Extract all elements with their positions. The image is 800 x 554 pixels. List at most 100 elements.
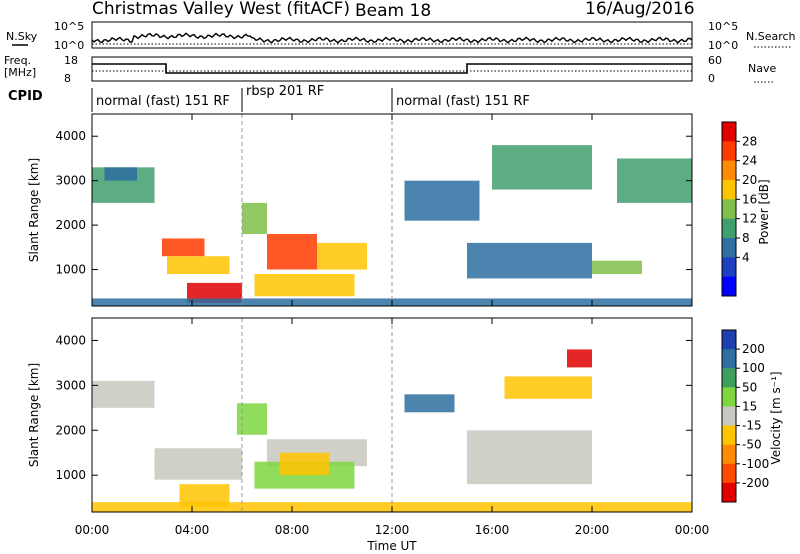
power-cbar-swatch-0 [722, 122, 736, 142]
power-y-tick-label-3: 1000 [55, 263, 86, 277]
velocity-cbar-swatch-1 [722, 349, 736, 369]
power-y-tick-label-1: 3000 [55, 174, 86, 188]
velocity-cbar-swatch-0 [722, 330, 736, 350]
power-cbar-tick-label-0: 28 [742, 134, 757, 148]
velocity-region-7 [404, 394, 455, 413]
power-y-axis-label: Slant Range [km] [27, 158, 41, 262]
velocity-cbar-tick-label-3: 15 [742, 399, 757, 413]
cpid-segment-3: normal (fast) 151 RF [396, 94, 530, 109]
power-region-1 [104, 167, 137, 181]
velocity-cbar-tick-label-7: -200 [742, 476, 769, 490]
power-region-6 [267, 234, 317, 270]
freq-label: Freq. [4, 54, 31, 67]
velocity-cbar-tick-label-1: 100 [742, 361, 765, 375]
power-cbar-tick-label-5: 8 [742, 231, 750, 245]
nsky-panel [91, 21, 693, 49]
power-colorbar-label: Power [dB] [757, 179, 771, 244]
power-y-axis: 4000 3000 2000 1000 [55, 129, 692, 277]
velocity-cbar-tick-label-2: 50 [742, 380, 757, 394]
velocity-region-8 [467, 430, 592, 485]
velocity-y-tick-label-3: 1000 [55, 468, 86, 482]
power-cbar-swatch-5 [722, 218, 736, 239]
date-label: 16/Aug/2016 [585, 0, 695, 19]
nsky-tick-high: 10^5 [54, 20, 84, 33]
nsky-trace [91, 32, 693, 45]
x-axis-label: Time UT [366, 539, 417, 553]
x-tick-label-0: 00:00 [75, 523, 110, 537]
velocity-region-10 [567, 349, 592, 368]
power-region-12 [617, 158, 692, 203]
nave-label: Nave [748, 62, 776, 75]
velocity-cbar-swatch-4 [722, 406, 736, 427]
cpid-label: CPID [8, 89, 43, 104]
x-tick-label-1: 04:00 [175, 523, 210, 537]
power-cbar-frame [721, 121, 737, 297]
velocity-region-2 [179, 484, 230, 507]
x-tick-label-6: 00:00 [675, 523, 710, 537]
velocity-cbar-swatch-3 [722, 387, 736, 407]
power-cbar-swatch-8 [722, 276, 736, 297]
velocity-cbar-swatch-5 [722, 425, 736, 446]
velocity-cbar-swatch-7 [722, 463, 736, 484]
power-y-tick-label-0: 4000 [55, 129, 86, 143]
power-cbar-tick-label-2: 20 [742, 173, 757, 187]
power-region-13 [592, 260, 642, 274]
cpid-segment-1: normal (fast) 151 RF [96, 94, 230, 109]
power-cbar-tick-label-1: 24 [742, 154, 757, 168]
velocity-colorbar: 200 100 50 15 -15 -50 -100 -200 [721, 329, 769, 503]
velocity-y-axis: 4000 3000 2000 1000 [55, 333, 692, 482]
velocity-cbar-swatch-6 [722, 444, 736, 465]
power-region-11 [492, 145, 592, 190]
power-cbar-swatch-1 [722, 141, 736, 162]
beam-label: Beam 18 [355, 1, 431, 21]
velocity-region-9 [504, 376, 592, 399]
freq-panel [91, 56, 693, 82]
power-cbar-tick-label-4: 12 [742, 212, 757, 226]
power-colorbar: 28 24 20 16 12 8 4 [721, 121, 757, 297]
power-region-9 [404, 180, 480, 221]
power-cbar-swatch-3 [722, 180, 736, 200]
power-region-5 [242, 202, 267, 234]
radar-title: Christmas Valley West (fitACF) [92, 0, 350, 19]
velocity-y-tick-label-1: 3000 [55, 378, 86, 392]
freq-trace [92, 63, 692, 74]
power-cbar-swatch-6 [722, 238, 736, 258]
x-tick-label-3: 12:00 [375, 523, 410, 537]
velocity-cbar-frame [721, 329, 737, 503]
power-region-2 [162, 238, 205, 257]
power-region-7 [317, 242, 367, 270]
power-cbar-swatch-4 [722, 199, 736, 220]
freq-unit-label: [MHz] [4, 66, 36, 79]
power-cbar-swatch-2 [722, 160, 736, 181]
velocity-cbar-tick-label-4: -15 [742, 419, 762, 433]
velocity-colorbar-label: Velocity [m s⁻¹] [769, 371, 783, 464]
power-region-4 [187, 282, 242, 303]
nsearch-tick-low: 10^0 [708, 39, 738, 52]
velocity-y-tick-label-0: 4000 [55, 333, 86, 347]
power-cbar-tick-label-6: 4 [742, 250, 750, 264]
x-tick-label-5: 20:00 [575, 523, 610, 537]
x-tick-label-2: 08:00 [275, 523, 310, 537]
velocity-region-0 [92, 380, 155, 408]
nave-tick-high: 60 [708, 54, 722, 67]
velocity-region-1 [154, 448, 242, 480]
power-heatmap [92, 145, 692, 306]
freq-tick-high: 18 [64, 54, 78, 67]
velocity-cbar-swatch-2 [722, 368, 736, 388]
velocity-region-6 [279, 452, 330, 476]
power-region-8 [254, 274, 355, 297]
cpid-segment-2: rbsp 201 RF [246, 84, 324, 99]
power-region-3 [167, 256, 230, 274]
velocity-cbar-tick-label-5: -50 [742, 438, 762, 452]
power-cbar-tick-label-3: 16 [742, 192, 757, 206]
nsky-label: N.Sky [6, 30, 38, 43]
nsky-tick-low: 10^0 [54, 39, 84, 52]
velocity-cbar-tick-label-6: -100 [742, 457, 769, 471]
power-cbar-swatch-7 [722, 257, 736, 278]
freq-tick-low: 8 [64, 72, 71, 85]
velocity-y-tick-label-2: 2000 [55, 423, 86, 437]
x-tick-label-4: 16:00 [475, 523, 510, 537]
nave-tick-low: 0 [708, 72, 715, 85]
velocity-cbar-tick-label-0: 200 [742, 342, 765, 356]
